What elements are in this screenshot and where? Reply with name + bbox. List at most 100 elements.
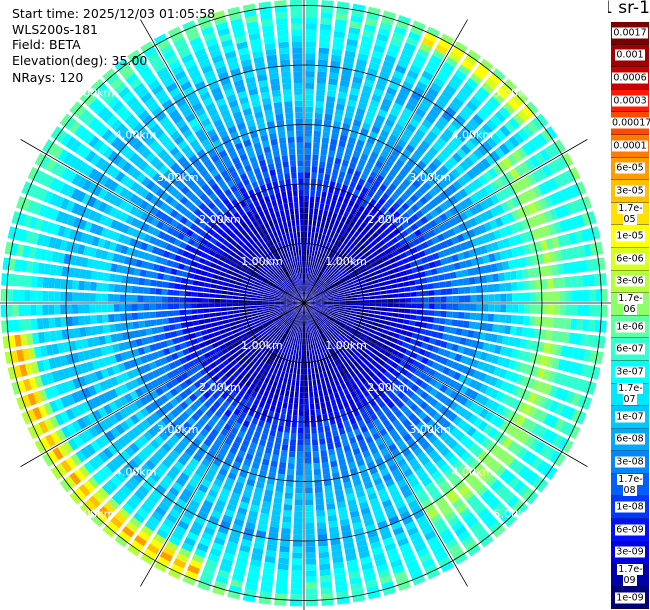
range-gate-cell bbox=[407, 96, 419, 107]
range-gate-cell bbox=[565, 202, 576, 215]
range-gate-cell bbox=[320, 149, 328, 156]
range-gate-cell bbox=[245, 291, 252, 295]
range-gate-cell bbox=[338, 221, 344, 229]
range-gate-cell bbox=[440, 311, 447, 318]
range-gate-cell bbox=[325, 255, 331, 262]
range-gate-cell bbox=[329, 72, 339, 80]
range-gate-cell bbox=[336, 286, 343, 290]
range-gate-cell bbox=[332, 429, 339, 437]
range-gate-cell bbox=[495, 191, 505, 202]
range-gate-cell bbox=[222, 514, 233, 524]
range-gate-cell bbox=[380, 65, 393, 75]
range-gate-cell bbox=[519, 362, 528, 374]
range-gate-cell bbox=[305, 291, 307, 298]
range-gate-cell bbox=[547, 370, 557, 383]
range-gate-cell bbox=[330, 218, 336, 226]
range-gate-cell bbox=[305, 53, 316, 60]
range-gate-cell bbox=[331, 348, 337, 355]
range-gate-cell bbox=[360, 362, 367, 369]
range-gate-cell bbox=[598, 257, 606, 271]
range-gate-cell bbox=[273, 497, 283, 505]
range-gate-cell bbox=[589, 304, 596, 317]
range-gate-cell bbox=[304, 219, 308, 226]
range-gate-cell bbox=[340, 341, 346, 347]
range-gate-cell bbox=[492, 430, 503, 442]
range-gate-cell bbox=[305, 0, 318, 6]
range-gate-cell bbox=[515, 503, 529, 517]
range-gate-cell bbox=[317, 384, 322, 392]
range-gate-cell bbox=[438, 405, 448, 415]
range-gate-cell bbox=[313, 318, 317, 324]
range-gate-cell bbox=[298, 326, 301, 333]
range-gate-cell bbox=[531, 136, 543, 150]
range-gate-cell bbox=[213, 331, 221, 337]
range-gate-cell bbox=[220, 303, 227, 307]
range-gate-cell bbox=[371, 383, 380, 391]
range-gate-cell bbox=[519, 257, 528, 268]
range-gate-cell bbox=[305, 588, 318, 595]
range-gate-cell bbox=[304, 231, 308, 238]
range-gate-cell bbox=[209, 293, 216, 298]
range-gate-cell bbox=[321, 593, 334, 600]
range-gate-cell bbox=[496, 506, 509, 519]
range-gate-cell bbox=[516, 193, 527, 205]
range-gate-cell bbox=[445, 106, 457, 118]
range-gate-cell bbox=[233, 310, 240, 314]
range-gate-cell bbox=[304, 201, 309, 208]
range-gate-cell bbox=[463, 410, 473, 421]
range-gate-cell bbox=[392, 419, 401, 428]
range-gate-cell bbox=[499, 283, 506, 292]
range-gate-cell bbox=[350, 310, 357, 314]
range-gate-cell bbox=[533, 328, 541, 339]
range-gate-cell bbox=[376, 219, 384, 227]
range-gate-cell bbox=[327, 156, 334, 164]
range-gate-cell bbox=[208, 303, 215, 308]
range-gate-cell bbox=[372, 404, 381, 413]
range-gate-cell bbox=[420, 391, 429, 400]
range-gate-cell bbox=[410, 223, 419, 231]
range-gate-cell bbox=[304, 261, 306, 268]
range-gate-cell bbox=[371, 503, 382, 512]
range-gate-cell bbox=[365, 579, 378, 588]
range-gate-cell bbox=[396, 260, 404, 267]
range-gate-cell bbox=[451, 254, 459, 262]
range-gate-cell bbox=[542, 369, 551, 381]
range-gate-cell bbox=[513, 480, 525, 493]
range-gate-cell bbox=[513, 337, 522, 348]
range-gate-cell bbox=[395, 575, 409, 586]
range-gate-cell bbox=[309, 298, 316, 302]
range-gate-cell bbox=[428, 109, 440, 120]
range-gate-cell bbox=[315, 342, 319, 349]
range-gate-cell bbox=[317, 533, 328, 541]
range-gate-cell bbox=[24, 275, 32, 287]
range-gate-cell bbox=[319, 35, 331, 43]
range-gate-cell bbox=[389, 168, 398, 178]
range-gate-cell bbox=[304, 457, 312, 464]
range-gate-cell bbox=[371, 546, 384, 556]
range-gate-cell bbox=[364, 142, 374, 151]
range-gate-cell bbox=[60, 304, 67, 315]
range-gate-cell bbox=[318, 354, 322, 361]
range-gate-cell bbox=[408, 457, 419, 467]
range-gate-cell bbox=[197, 308, 204, 314]
range-gate-cell bbox=[351, 516, 362, 524]
range-gate-cell bbox=[431, 423, 441, 433]
range-gate-cell bbox=[305, 301, 310, 303]
range-gate-cell bbox=[413, 431, 423, 441]
range-gate-cell bbox=[327, 306, 334, 309]
range-gate-cell bbox=[426, 419, 436, 429]
data-sectors bbox=[0, 0, 608, 607]
range-gate-cell bbox=[388, 515, 400, 525]
range-gate-cell bbox=[330, 315, 337, 319]
range-gate-cell bbox=[295, 475, 303, 482]
range-gate-cell bbox=[323, 247, 328, 254]
range-gate-cell bbox=[473, 267, 481, 275]
range-gate-cell bbox=[344, 111, 354, 119]
range-gate-cell bbox=[282, 510, 292, 517]
range-gate-cell bbox=[431, 491, 443, 502]
range-gate-cell bbox=[318, 289, 324, 294]
range-gate-cell bbox=[363, 306, 370, 310]
range-gate-cell bbox=[369, 258, 376, 264]
range-gate-cell bbox=[536, 133, 548, 146]
range-gate-cell bbox=[448, 351, 457, 360]
